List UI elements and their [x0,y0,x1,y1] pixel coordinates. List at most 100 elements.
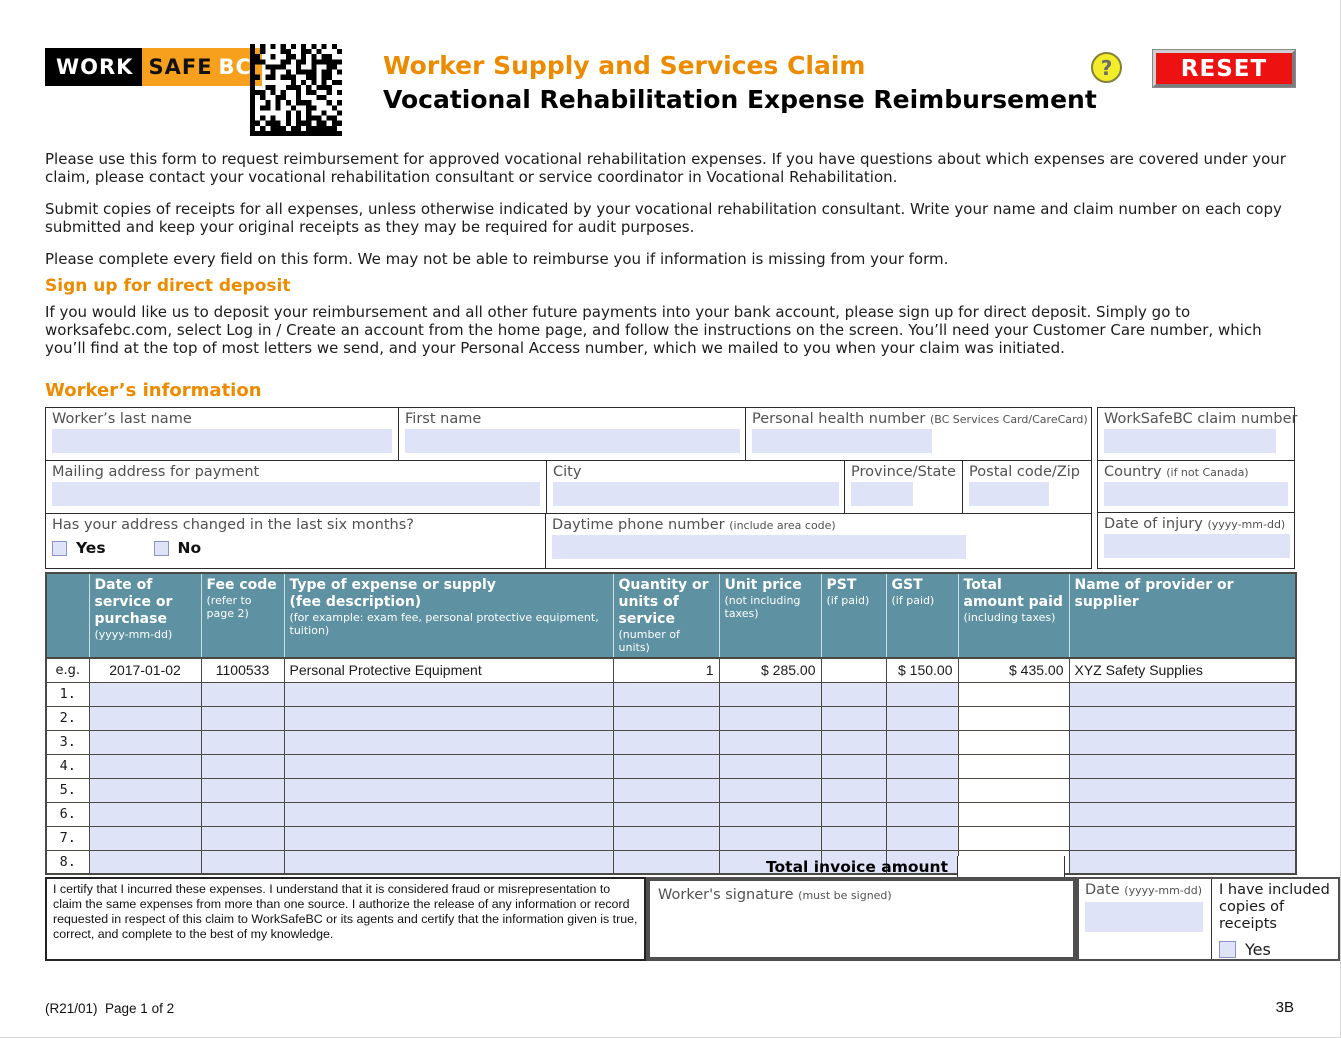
expense-field-fee[interactable] [200,729,285,755]
country-input[interactable] [1104,482,1288,506]
expense-row: 3. [45,729,1297,755]
expense-field-date[interactable] [88,681,202,707]
expense-field-fee[interactable] [200,849,285,875]
expense-field-fee[interactable] [200,705,285,731]
expense-field-fee[interactable] [200,825,285,851]
expense-field-date[interactable] [88,849,202,875]
expense-field-gst[interactable] [885,753,959,779]
phn-input[interactable] [752,429,932,453]
expense-field-gst[interactable] [885,729,959,755]
expense-field-unit[interactable] [718,705,822,731]
expense-field-gst[interactable] [885,801,959,827]
first-name-input[interactable] [405,429,740,453]
expense-field-fee[interactable] [200,777,285,803]
province-input[interactable] [851,482,913,506]
expense-field-provider[interactable] [1068,729,1297,755]
signature-field[interactable]: Worker's signature (must be signed) [646,877,1077,961]
expense-field-date[interactable] [88,801,202,827]
expense-field-qty[interactable] [612,777,720,803]
expense-field-provider[interactable] [1068,705,1297,731]
expense-field-type[interactable] [283,777,614,803]
expense-field-unit[interactable] [718,825,822,851]
expense-field-qty[interactable] [612,681,720,707]
expense-field-type[interactable] [283,705,614,731]
injury-date-input[interactable] [1104,534,1290,558]
expense-field-fee[interactable] [200,801,285,827]
expense-field-gst[interactable] [885,705,959,731]
province-label: Province/State [851,464,956,480]
worker-info-left: Worker’s last name First name Personal h… [45,407,1092,569]
expense-field-gst[interactable] [885,849,959,875]
expense-field-type[interactable] [283,849,614,875]
phn-label: Personal health number [752,411,926,427]
claim-number-input[interactable] [1104,429,1276,453]
expense-row: 5. [45,777,1297,803]
last-name-cell: Worker’s last name [46,408,398,460]
expense-field-type[interactable] [283,753,614,779]
expense-field-qty[interactable] [612,705,720,731]
mailing-address-input[interactable] [52,482,540,506]
expense-field-unit[interactable] [718,777,822,803]
expense-field-pst[interactable] [820,777,887,803]
expense-field-pst[interactable] [820,729,887,755]
expense-field-total [957,825,1070,851]
reset-button[interactable]: RESET [1152,49,1296,88]
expense-field-type[interactable] [283,681,614,707]
expense-field-date[interactable] [88,825,202,851]
city-input[interactable] [553,482,839,506]
expense-field-type[interactable] [283,729,614,755]
expense-field-qty[interactable] [612,753,720,779]
total-invoice-amount-field [957,856,1065,879]
expense-field-date[interactable] [88,777,202,803]
expense-field-provider[interactable] [1068,753,1297,779]
expense-field-pst[interactable] [820,849,887,875]
expense-field-pst[interactable] [820,801,887,827]
expense-field-unit[interactable] [718,849,822,875]
expense-field-gst[interactable] [885,777,959,803]
expense-field-provider[interactable] [1068,777,1297,803]
expense-field-type[interactable] [283,801,614,827]
expense-field-provider[interactable] [1068,849,1297,875]
expense-field-qty[interactable] [612,825,720,851]
receipts-yes-checkbox[interactable] [1219,941,1236,958]
expense-field-date[interactable] [88,705,202,731]
expense-field-pst[interactable] [820,825,887,851]
phone-label: Daytime phone number [552,517,725,533]
example-total-paid: $ 435.00 [957,657,1070,683]
total-invoice-label: Total invoice amount [766,858,948,876]
postal-input[interactable] [969,482,1050,506]
signature-date-input[interactable] [1085,902,1203,932]
expense-field-date[interactable] [88,753,202,779]
expense-field-gst[interactable] [885,681,959,707]
expense-field-pst[interactable] [820,681,887,707]
address-changed-no-checkbox[interactable] [153,540,169,556]
expense-field-gst[interactable] [885,825,959,851]
address-changed-yes-checkbox[interactable] [52,540,67,556]
expense-field-qty[interactable] [612,849,720,875]
col-gst: GST (if paid) [885,573,958,659]
expense-field-unit[interactable] [718,753,822,779]
col-quantity: Quantity or units of service (number of … [612,573,719,659]
expense-field-pst[interactable] [820,753,887,779]
expense-field-fee[interactable] [200,753,285,779]
last-name-input[interactable] [52,429,392,453]
signature-date-label: Date [1085,882,1120,898]
expense-field-qty[interactable] [612,729,720,755]
expense-field-fee[interactable] [200,681,285,707]
expense-field-unit[interactable] [718,681,822,707]
expense-field-provider[interactable] [1068,825,1297,851]
expense-field-provider[interactable] [1068,801,1297,827]
help-icon[interactable]: ? [1091,52,1122,83]
expense-field-pst[interactable] [820,705,887,731]
expense-field-provider[interactable] [1068,681,1297,707]
expense-field-qty[interactable] [612,801,720,827]
last-name-label: Worker’s last name [52,411,192,427]
col-provider: Name of provider or supplier [1068,573,1296,659]
expense-field-date[interactable] [88,729,202,755]
phone-input[interactable] [552,535,967,559]
expense-field-unit[interactable] [718,729,822,755]
date-receipts-box: Date (yyyy-mm-dd) I have included copies… [1077,877,1340,961]
expense-field-type[interactable] [283,825,614,851]
expense-field-unit[interactable] [718,801,822,827]
